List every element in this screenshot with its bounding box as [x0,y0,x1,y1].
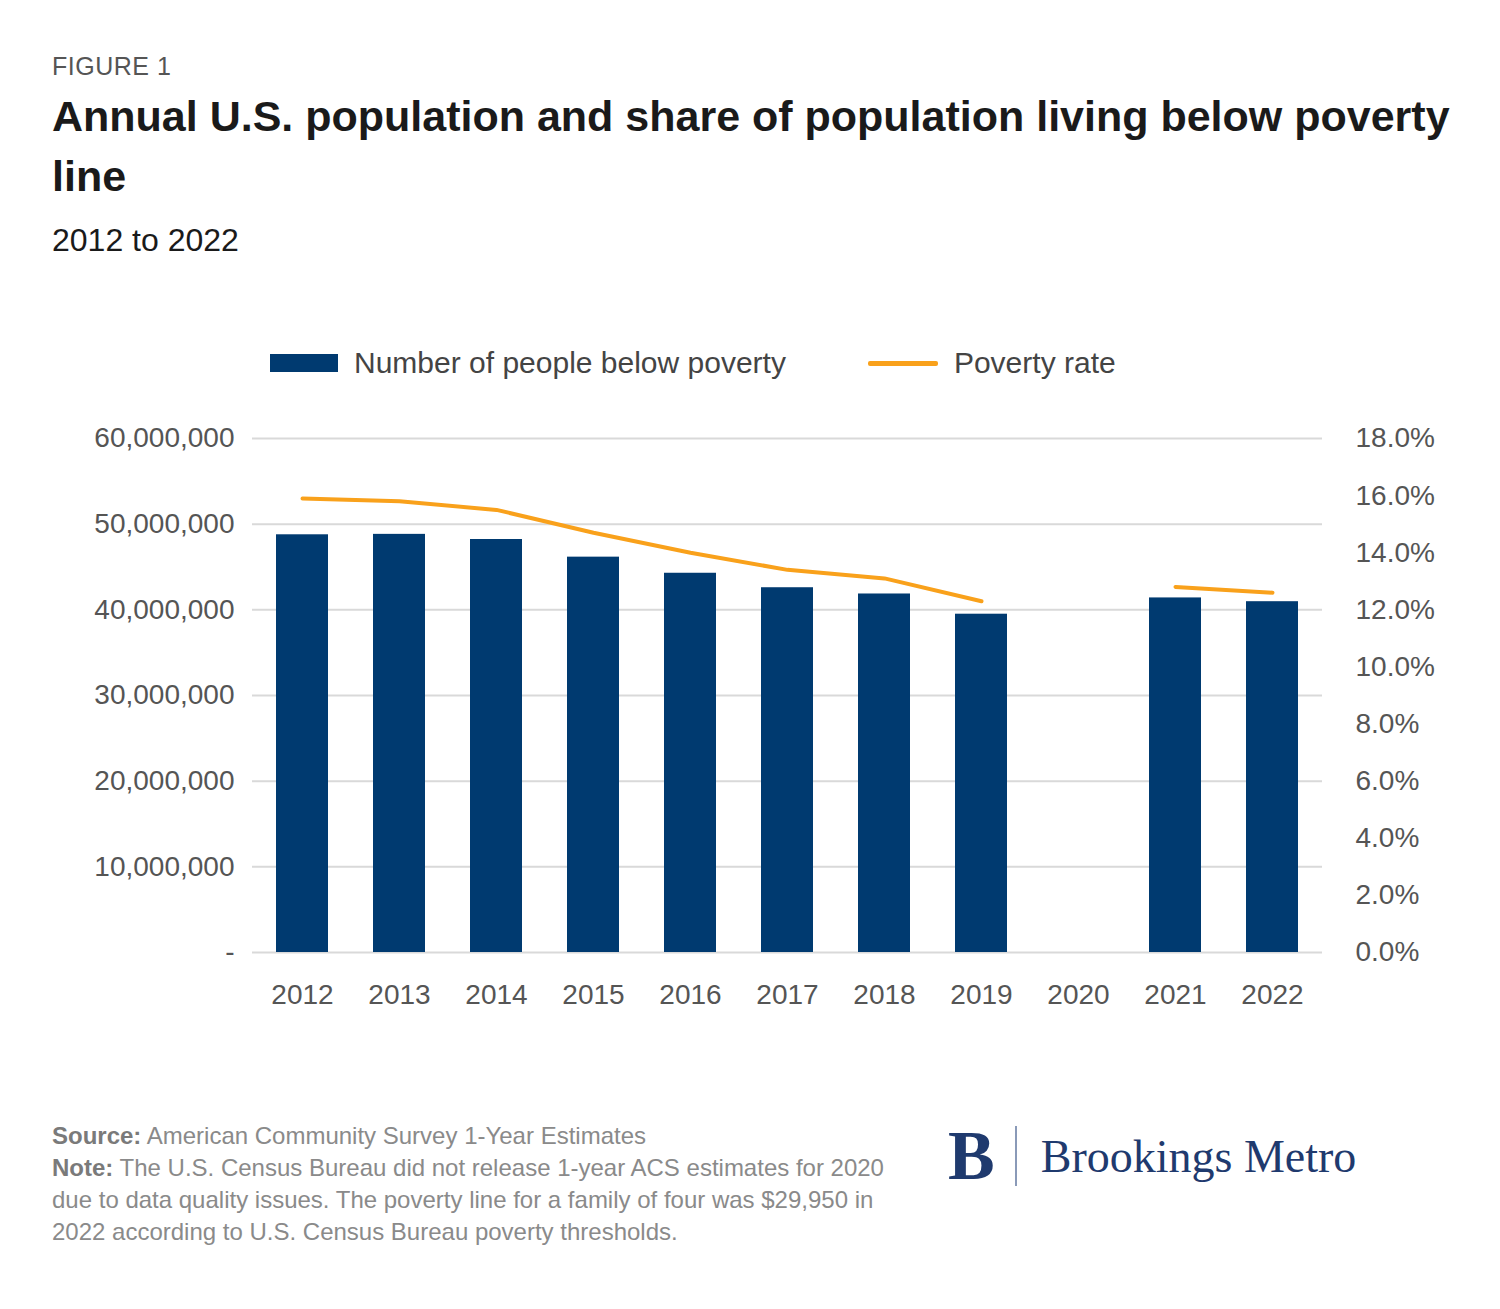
svg-text:10,000,000: 10,000,000 [94,851,234,882]
svg-text:30,000,000: 30,000,000 [94,679,234,710]
html-text:Number of people below poverty: Number of people below poverty [354,346,786,379]
svg-text:2017: 2017 [756,979,818,1010]
svg-text:10.0%: 10.0% [1356,651,1435,682]
svg-text:20,000,000: 20,000,000 [94,765,234,796]
html-text:Source: American Community Sur: Source: American Community Survey 1-Year… [52,1122,646,1149]
svg-text:2014: 2014 [465,979,527,1010]
html-text:B: B [948,1117,995,1194]
svg-text:50,000,000: 50,000,000 [94,508,234,539]
svg-text:2016: 2016 [659,979,721,1010]
html-text:Annual U.S. population and sha: Annual U.S. population and share of popu… [52,92,1450,200]
svg-text:2022: 2022 [1241,979,1303,1010]
html-text:FIGURE 1: FIGURE 1 [52,52,172,80]
svg-text:2012: 2012 [271,979,333,1010]
svg-text:16.0%: 16.0% [1356,480,1435,511]
svg-text:2021: 2021 [1144,979,1206,1010]
svg-text:40,000,000: 40,000,000 [94,594,234,625]
svg-text:-: - [225,936,234,967]
svg-text:14.0%: 14.0% [1356,537,1435,568]
svg-text:12.0%: 12.0% [1356,594,1435,625]
svg-text:2019: 2019 [950,979,1012,1010]
svg-text:18.0%: 18.0% [1356,422,1435,453]
svg-text:0.0%: 0.0% [1356,936,1420,967]
html-text:Brookings Metro: Brookings Metro [1040,1130,1357,1182]
svg-text:2013: 2013 [368,979,430,1010]
svg-text:2018: 2018 [853,979,915,1010]
svg-text:8.0%: 8.0% [1356,708,1420,739]
svg-text:6.0%: 6.0% [1356,765,1420,796]
html-text:Note: The U.S. Census Bureau d: Note: The U.S. Census Bureau did not rel… [52,1154,884,1245]
svg-text:2.0%: 2.0% [1356,879,1420,910]
svg-text:2020: 2020 [1047,979,1109,1010]
html-text:Poverty rate: Poverty rate [953,346,1116,379]
svg-text:60,000,000: 60,000,000 [94,422,234,453]
html-text:2012 to 2022: 2012 to 2022 [52,222,239,258]
svg-text:4.0%: 4.0% [1356,822,1420,853]
svg-text:2015: 2015 [562,979,624,1010]
